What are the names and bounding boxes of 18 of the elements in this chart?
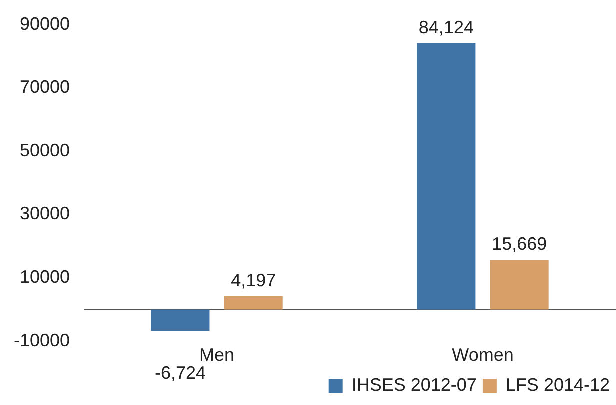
bar bbox=[417, 43, 476, 310]
y-tick-label: 30000 bbox=[20, 204, 70, 224]
data-label: 84,124 bbox=[418, 17, 474, 38]
x-tick-label: Women bbox=[452, 345, 514, 366]
y-tick-label: 10000 bbox=[20, 267, 70, 288]
bar bbox=[490, 260, 549, 310]
bar bbox=[224, 296, 283, 310]
x-tick-label: Men bbox=[200, 345, 235, 366]
y-tick-label: 90000 bbox=[20, 14, 70, 34]
data-label: 15,669 bbox=[492, 234, 548, 254]
legend-label: LFS 2014-12 bbox=[506, 374, 610, 395]
y-tick-label: 50000 bbox=[20, 140, 70, 160]
legend-label: IHSES 2012-07 bbox=[352, 374, 477, 395]
y-tick-label: 70000 bbox=[20, 77, 70, 98]
bar bbox=[151, 310, 210, 332]
data-label: 4,197 bbox=[231, 270, 276, 290]
y-tick-label: -10000 bbox=[14, 330, 70, 350]
data-label: -6,724 bbox=[154, 362, 206, 383]
